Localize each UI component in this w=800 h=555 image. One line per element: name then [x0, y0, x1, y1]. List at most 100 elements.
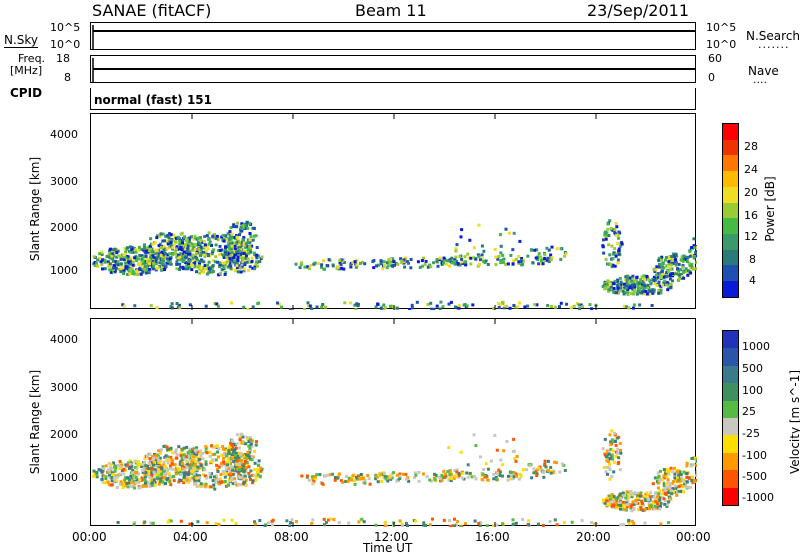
xtick-1600: 16:00: [475, 530, 510, 544]
power-cell: [532, 262, 535, 265]
velocity-cell: [257, 474, 260, 477]
velocity-cell: [554, 518, 557, 521]
velocity-ytick-1000: 1000: [50, 471, 78, 484]
power-cell: [538, 252, 541, 255]
velocity-cell: [242, 470, 245, 473]
velocity-cell: [667, 478, 670, 481]
power-cell: [219, 272, 222, 275]
power-cell: [667, 270, 670, 273]
velocity-ytick-2000: 2000: [50, 428, 78, 441]
velocity-cell: [477, 522, 480, 525]
velocity-cell: [133, 523, 136, 526]
power-cell: [619, 289, 622, 292]
velocity-cell: [392, 471, 395, 474]
power-cell: [464, 255, 467, 258]
power-cell: [125, 256, 128, 259]
velocity-cell: [619, 508, 622, 511]
velocity-cell: [474, 520, 477, 523]
power-cell: [436, 258, 439, 261]
power-cell: [630, 292, 633, 295]
velocity-cell: [401, 524, 404, 527]
power-cell: [627, 307, 630, 310]
velocity-cell: [656, 496, 659, 499]
power-cell: [198, 242, 201, 245]
velocity-cell: [249, 438, 252, 441]
freq-bottom: 8: [64, 71, 71, 84]
power-cell: [111, 252, 114, 255]
power-cell: [160, 268, 163, 271]
velocity-cell: [315, 473, 318, 476]
velocity-cell: [405, 522, 408, 525]
power-cell: [660, 289, 663, 292]
power-cell: [174, 240, 177, 243]
velocity-cell: [474, 444, 477, 447]
velocity-cell: [165, 459, 168, 462]
velocity-cell: [433, 473, 436, 476]
power-cell: [249, 265, 252, 268]
velocity-cell: [499, 459, 502, 462]
velocity-cell: [232, 460, 235, 463]
power-cell: [158, 261, 161, 264]
power-cell: [119, 270, 122, 273]
velocity-cell: [153, 461, 156, 464]
velocity-cell: [251, 458, 254, 461]
velocity-cell: [323, 518, 326, 521]
velocity-cell: [611, 438, 614, 441]
velocity-cell: [492, 477, 495, 480]
power-cell: [608, 288, 611, 291]
power-cbar-tick-28: 28: [744, 140, 758, 153]
velocity-cell: [198, 476, 201, 479]
velocity-cell: [258, 519, 261, 522]
power-cell: [641, 276, 644, 279]
power-cell: [156, 256, 159, 259]
power-cell: [533, 303, 536, 306]
velocity-cell: [244, 475, 247, 478]
velocity-heatmap: [91, 319, 697, 527]
power-cell: [533, 249, 536, 252]
power-cell: [231, 245, 234, 248]
velocity-cell: [144, 464, 147, 467]
power-cell: [570, 306, 573, 309]
velocity-cell: [612, 470, 615, 473]
velocity-cell: [162, 445, 165, 448]
power-cell: [230, 302, 233, 305]
velocity-cell: [154, 454, 157, 457]
power-cell: [660, 259, 663, 262]
power-cell: [502, 301, 505, 304]
power-cell: [460, 258, 463, 261]
power-cell: [468, 239, 471, 242]
power-cell: [436, 305, 439, 308]
power-cell: [96, 264, 99, 267]
velocity-cell: [204, 485, 207, 488]
power-cell: [232, 225, 235, 228]
velocity-cell: [414, 474, 417, 477]
power-cell: [137, 257, 140, 260]
power-cell: [439, 308, 442, 311]
velocity-cell: [448, 519, 451, 522]
power-cell: [661, 266, 664, 269]
velocity-cell: [148, 476, 151, 479]
velocity-cell: [255, 444, 258, 447]
xtick-2000: 20:00: [576, 530, 611, 544]
power-cell: [686, 274, 689, 277]
velocity-cell: [167, 461, 170, 464]
power-cell: [171, 306, 174, 309]
velocity-cell: [246, 454, 249, 457]
power-cell: [303, 308, 306, 310]
power-cell: [442, 262, 445, 265]
velocity-cell: [533, 467, 536, 470]
velocity-cell: [230, 477, 233, 480]
power-cbar-tick-16: 16: [744, 209, 758, 222]
power-cell: [181, 232, 184, 235]
velocity-cell: [611, 503, 614, 506]
velocity-cell: [492, 473, 495, 476]
power-cell: [466, 253, 469, 256]
velocity-cell: [110, 463, 113, 466]
power-cell: [176, 302, 179, 305]
velocity-cell: [98, 468, 101, 471]
velocity-cell: [191, 470, 194, 473]
power-cell: [261, 256, 264, 259]
velocity-cell: [461, 472, 464, 475]
velocity-cell: [507, 475, 510, 478]
velocity-cell: [177, 471, 180, 474]
